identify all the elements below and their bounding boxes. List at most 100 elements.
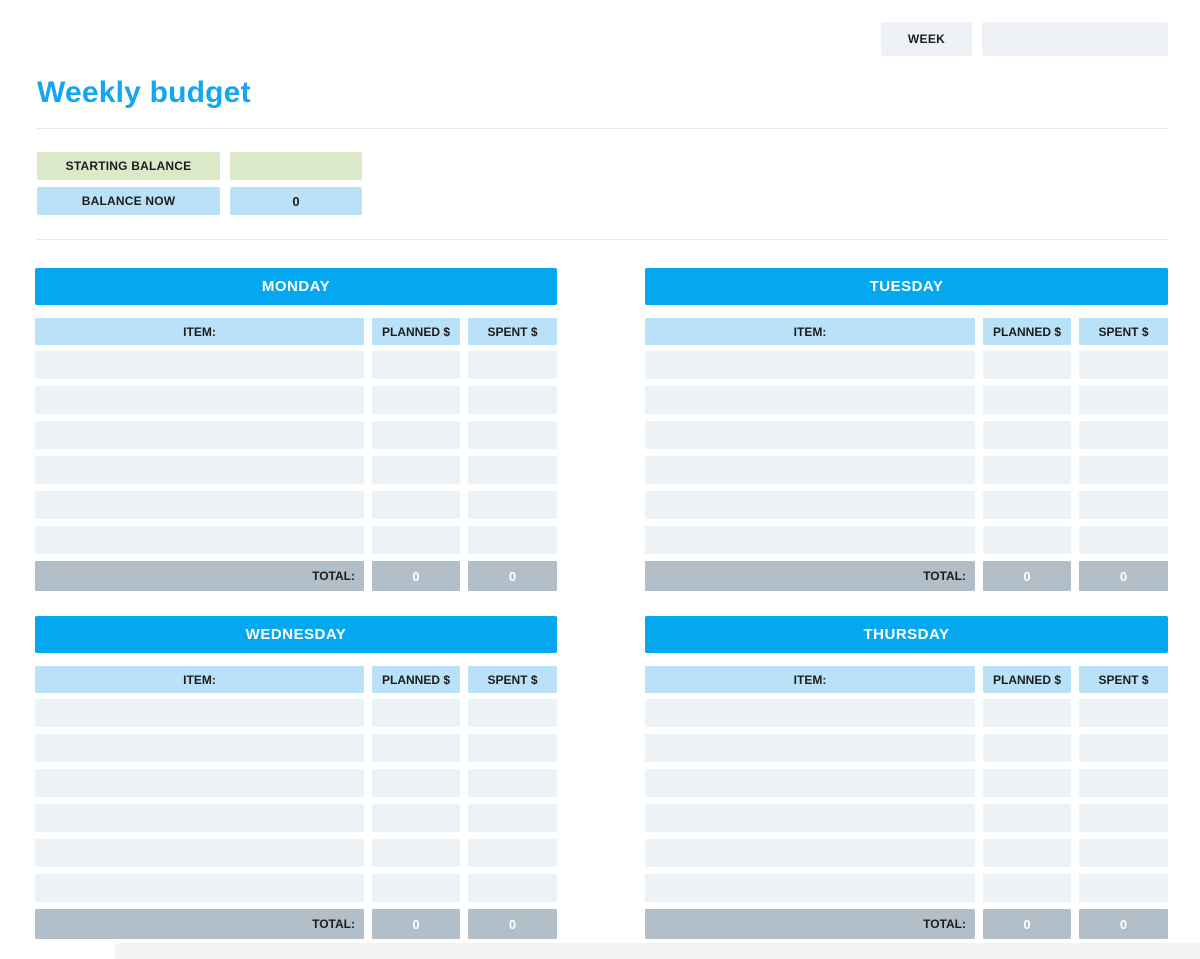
spent-cell[interactable] bbox=[468, 456, 557, 484]
spent-cell[interactable] bbox=[1079, 699, 1168, 727]
spent-cell[interactable] bbox=[1079, 839, 1168, 867]
planned-cell[interactable] bbox=[372, 839, 460, 867]
page-title: Weekly budget bbox=[37, 76, 251, 109]
item-column-header: ITEM: bbox=[35, 318, 364, 345]
item-column-header: ITEM: bbox=[645, 318, 975, 345]
spent-cell[interactable] bbox=[468, 769, 557, 797]
day-table-monday: MONDAY ITEM: PLANNED $ SPENT $ bbox=[35, 268, 557, 591]
spent-cell[interactable] bbox=[468, 351, 557, 379]
item-cell[interactable] bbox=[645, 351, 975, 379]
spent-cell[interactable] bbox=[1079, 491, 1168, 519]
planned-cell[interactable] bbox=[372, 874, 460, 902]
spent-cell[interactable] bbox=[468, 421, 557, 449]
spent-cell[interactable] bbox=[1079, 769, 1168, 797]
planned-cell[interactable] bbox=[983, 734, 1071, 762]
table-row bbox=[35, 874, 557, 902]
spent-cell[interactable] bbox=[1079, 351, 1168, 379]
spent-cell[interactable] bbox=[468, 839, 557, 867]
planned-cell[interactable] bbox=[983, 526, 1071, 554]
planned-cell[interactable] bbox=[372, 421, 460, 449]
item-cell[interactable] bbox=[35, 839, 364, 867]
item-cell[interactable] bbox=[35, 526, 364, 554]
planned-cell[interactable] bbox=[372, 526, 460, 554]
planned-cell[interactable] bbox=[983, 421, 1071, 449]
item-cell[interactable] bbox=[35, 386, 364, 414]
item-cell[interactable] bbox=[35, 699, 364, 727]
spent-cell[interactable] bbox=[468, 804, 557, 832]
item-cell[interactable] bbox=[645, 874, 975, 902]
planned-cell[interactable] bbox=[983, 804, 1071, 832]
week-input[interactable] bbox=[982, 22, 1168, 56]
spent-cell[interactable] bbox=[1079, 874, 1168, 902]
item-cell[interactable] bbox=[645, 769, 975, 797]
total-planned: 0 bbox=[983, 909, 1071, 939]
spent-cell[interactable] bbox=[468, 491, 557, 519]
spent-cell[interactable] bbox=[1079, 456, 1168, 484]
planned-cell[interactable] bbox=[983, 386, 1071, 414]
spent-column-header: SPENT $ bbox=[1079, 666, 1168, 693]
spent-cell[interactable] bbox=[1079, 734, 1168, 762]
table-row bbox=[35, 804, 557, 832]
planned-cell[interactable] bbox=[372, 804, 460, 832]
spent-column-header: SPENT $ bbox=[1079, 318, 1168, 345]
planned-cell[interactable] bbox=[983, 456, 1071, 484]
table-row bbox=[645, 526, 1168, 554]
planned-cell[interactable] bbox=[372, 769, 460, 797]
total-label: TOTAL: bbox=[645, 561, 975, 591]
table-row bbox=[645, 769, 1168, 797]
planned-cell[interactable] bbox=[372, 456, 460, 484]
spent-cell[interactable] bbox=[1079, 526, 1168, 554]
starting-balance-input[interactable] bbox=[230, 152, 362, 180]
planned-cell[interactable] bbox=[983, 699, 1071, 727]
planned-cell[interactable] bbox=[983, 351, 1071, 379]
item-cell[interactable] bbox=[645, 456, 975, 484]
item-cell[interactable] bbox=[645, 526, 975, 554]
item-cell[interactable] bbox=[645, 804, 975, 832]
day-header: MONDAY bbox=[35, 268, 557, 305]
item-cell[interactable] bbox=[35, 769, 364, 797]
spent-cell[interactable] bbox=[468, 874, 557, 902]
planned-cell[interactable] bbox=[372, 386, 460, 414]
total-row: TOTAL: 0 0 bbox=[645, 561, 1168, 591]
planned-cell[interactable] bbox=[372, 351, 460, 379]
spent-cell[interactable] bbox=[1079, 421, 1168, 449]
spent-cell[interactable] bbox=[1079, 804, 1168, 832]
table-row bbox=[645, 699, 1168, 727]
planned-cell[interactable] bbox=[983, 839, 1071, 867]
spent-cell[interactable] bbox=[468, 386, 557, 414]
item-cell[interactable] bbox=[35, 351, 364, 379]
balance-now-value[interactable]: 0 bbox=[230, 187, 362, 215]
planned-cell[interactable] bbox=[983, 874, 1071, 902]
item-cell[interactable] bbox=[35, 874, 364, 902]
spent-cell[interactable] bbox=[1079, 386, 1168, 414]
balance-now-label: BALANCE NOW bbox=[37, 187, 220, 215]
planned-cell[interactable] bbox=[983, 769, 1071, 797]
spent-cell[interactable] bbox=[468, 526, 557, 554]
planned-cell[interactable] bbox=[372, 699, 460, 727]
item-cell[interactable] bbox=[35, 804, 364, 832]
starting-balance-label: STARTING BALANCE bbox=[37, 152, 220, 180]
item-cell[interactable] bbox=[645, 734, 975, 762]
planned-cell[interactable] bbox=[372, 491, 460, 519]
day-table-tuesday: TUESDAY ITEM: PLANNED $ SPENT $ bbox=[645, 268, 1168, 591]
item-cell[interactable] bbox=[35, 734, 364, 762]
table-row bbox=[645, 734, 1168, 762]
spent-cell[interactable] bbox=[468, 699, 557, 727]
total-row: TOTAL: 0 0 bbox=[35, 561, 557, 591]
horizontal-scrollbar[interactable] bbox=[115, 943, 1200, 959]
day-title: THURSDAY bbox=[863, 626, 950, 643]
planned-cell[interactable] bbox=[372, 734, 460, 762]
planned-cell[interactable] bbox=[983, 491, 1071, 519]
item-cell[interactable] bbox=[645, 386, 975, 414]
table-row bbox=[35, 734, 557, 762]
item-cell[interactable] bbox=[35, 491, 364, 519]
total-spent: 0 bbox=[1079, 909, 1168, 939]
item-cell[interactable] bbox=[35, 456, 364, 484]
table-row bbox=[35, 491, 557, 519]
spent-cell[interactable] bbox=[468, 734, 557, 762]
item-cell[interactable] bbox=[645, 421, 975, 449]
item-cell[interactable] bbox=[645, 839, 975, 867]
item-cell[interactable] bbox=[35, 421, 364, 449]
item-cell[interactable] bbox=[645, 699, 975, 727]
item-cell[interactable] bbox=[645, 491, 975, 519]
